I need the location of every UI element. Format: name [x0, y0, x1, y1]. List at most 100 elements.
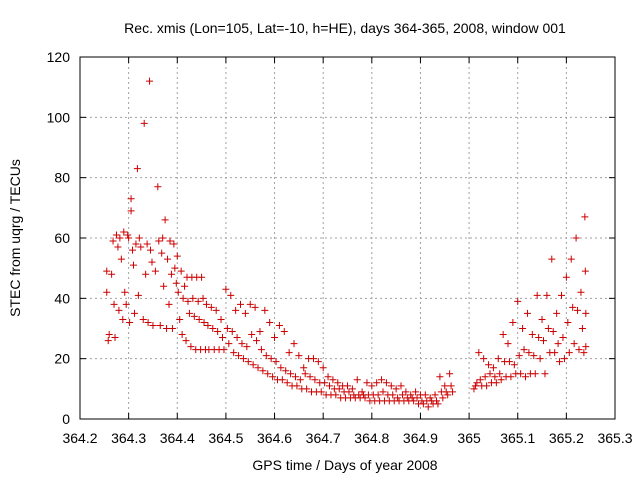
data-point: [433, 397, 441, 405]
data-point: [134, 291, 142, 299]
data-point: [558, 291, 565, 299]
data-point: [244, 358, 252, 366]
x-tick-label: 365.3: [597, 430, 632, 446]
data-point: [235, 352, 243, 360]
data-point: [368, 382, 376, 390]
x-tick-label: 364.5: [208, 430, 243, 446]
data-point: [217, 315, 225, 323]
data-point: [556, 358, 564, 366]
data-point: [570, 340, 578, 348]
data-point: [470, 385, 478, 393]
data-point: [447, 382, 455, 390]
data-point: [509, 318, 517, 326]
data-point: [541, 370, 549, 378]
plot-frame: [79, 56, 616, 420]
data-point: [528, 331, 536, 339]
data-point: [553, 309, 561, 317]
data-point: [176, 315, 184, 323]
data-point: [181, 282, 189, 290]
y-axis-title: STEC from uqrg / TECUs: [7, 159, 23, 317]
data-point: [480, 355, 488, 363]
data-point: [332, 391, 340, 399]
data-point: [531, 370, 539, 378]
data-point: [314, 358, 322, 366]
data-point: [505, 358, 513, 366]
data-point: [282, 367, 290, 375]
data-point: [283, 379, 291, 387]
data-point: [219, 334, 227, 342]
data-point: [164, 255, 172, 263]
data-point: [261, 306, 269, 314]
data-point: [254, 364, 262, 372]
data-point: [271, 334, 279, 342]
data-point: [132, 240, 140, 248]
data-point: [195, 315, 203, 323]
data-point: [580, 349, 588, 357]
data-point: [238, 340, 246, 348]
data-point: [222, 285, 230, 293]
data-point: [151, 267, 159, 275]
x-tick-label: 365: [457, 430, 481, 446]
data-point: [374, 391, 382, 399]
data-point: [536, 355, 544, 363]
data-point: [345, 388, 353, 396]
data-point: [562, 273, 570, 281]
data-point: [535, 334, 543, 342]
data-point: [575, 346, 583, 354]
data-point: [549, 328, 557, 336]
y-tick-label: 20: [54, 351, 70, 367]
data-point: [373, 379, 381, 387]
data-point: [155, 237, 163, 245]
data-point: [144, 318, 152, 326]
data-point: [212, 306, 220, 314]
data-point: [269, 373, 277, 381]
data-point: [389, 391, 397, 399]
data-point: [119, 315, 127, 323]
data-point: [198, 273, 206, 281]
data-point: [166, 237, 174, 245]
data-point: [120, 228, 128, 236]
data-point: [525, 349, 533, 357]
data-point: [142, 270, 150, 278]
data-point: [486, 370, 494, 378]
data-point: [296, 376, 304, 384]
data-point: [114, 243, 122, 251]
data-point: [560, 355, 568, 363]
data-point: [109, 237, 117, 245]
data-point: [301, 370, 309, 378]
data-point: [275, 321, 283, 329]
data-point: [319, 364, 327, 372]
data-point: [225, 340, 233, 348]
data-point: [353, 376, 361, 384]
data-point: [348, 385, 356, 393]
data-point: [344, 382, 351, 390]
data-point: [220, 346, 228, 354]
data-point: [139, 315, 147, 323]
data-point: [127, 207, 135, 215]
data-point: [130, 261, 137, 269]
data-point: [449, 388, 457, 396]
data-point: [410, 397, 418, 405]
y-tick-label: 120: [47, 49, 71, 65]
data-point: [228, 328, 236, 336]
data-point: [209, 325, 217, 332]
data-point: [419, 400, 427, 408]
data-point: [143, 240, 151, 248]
data-point: [398, 391, 406, 399]
data-point: [277, 364, 285, 372]
x-tick-label: 364.8: [354, 430, 389, 446]
data-point: [530, 352, 538, 360]
data-point: [426, 394, 434, 402]
data-point: [413, 394, 421, 402]
data-point: [104, 337, 112, 345]
data-point: [538, 315, 546, 323]
data-point: [582, 343, 590, 351]
data-point: [492, 379, 500, 387]
data-point: [485, 361, 493, 369]
data-point: [321, 379, 329, 387]
data-point: [267, 355, 275, 363]
data-point: [483, 382, 491, 390]
data-point: [202, 300, 210, 308]
data-point: [291, 373, 299, 381]
data-point: [173, 252, 181, 260]
